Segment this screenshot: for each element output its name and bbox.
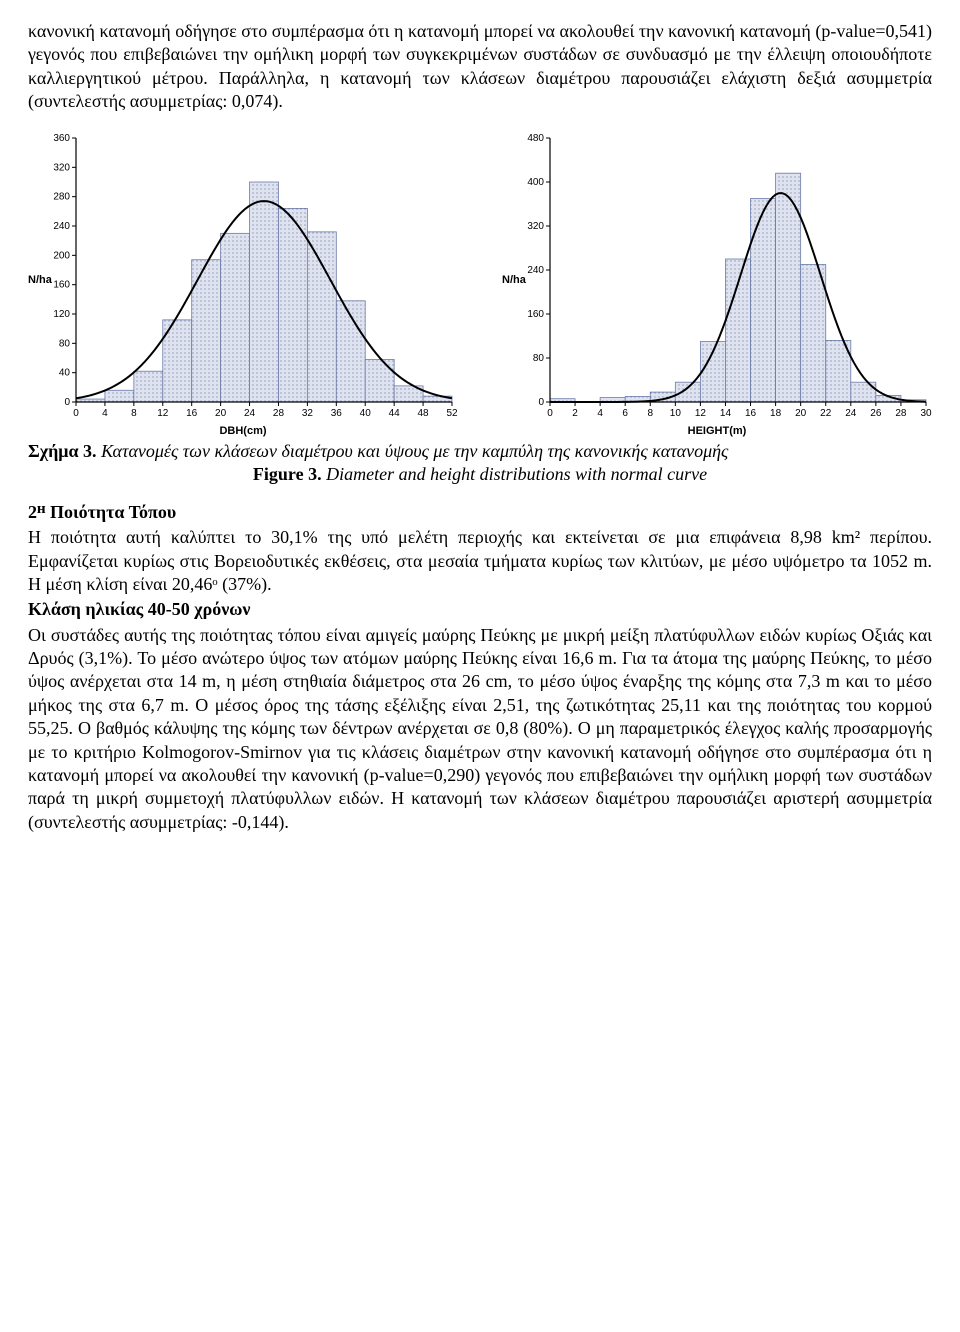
- svg-text:80: 80: [533, 353, 545, 364]
- y-axis-label-right: N/ha: [502, 273, 526, 287]
- svg-text:8: 8: [131, 408, 137, 419]
- figure-3-charts: 0408012016020024028032036004812162024283…: [28, 132, 932, 438]
- svg-text:14: 14: [720, 408, 732, 419]
- height-histogram-svg: 0801602403204004800246810121416182022242…: [502, 132, 932, 432]
- svg-text:480: 480: [527, 133, 544, 144]
- svg-text:18: 18: [770, 408, 782, 419]
- svg-text:4: 4: [597, 408, 603, 419]
- svg-text:22: 22: [820, 408, 832, 419]
- svg-text:4: 4: [102, 408, 108, 419]
- svg-text:8: 8: [647, 408, 653, 419]
- svg-text:20: 20: [795, 408, 807, 419]
- svg-text:320: 320: [53, 162, 70, 173]
- svg-text:40: 40: [360, 408, 372, 419]
- svg-text:12: 12: [157, 408, 169, 419]
- figure-3-caption-english: Figure 3. Diameter and height distributi…: [28, 463, 932, 486]
- svg-text:240: 240: [53, 221, 70, 232]
- svg-text:26: 26: [870, 408, 882, 419]
- svg-text:160: 160: [527, 309, 544, 320]
- intro-paragraph: κανονική κατανομή οδήγησε στο συμπέρασμα…: [28, 20, 932, 114]
- svg-text:24: 24: [845, 408, 857, 419]
- svg-text:36: 36: [331, 408, 343, 419]
- svg-text:28: 28: [895, 408, 907, 419]
- site-quality-2-paragraph: Η ποιότητα αυτή καλύπτει το 30,1% της υπ…: [28, 526, 932, 596]
- svg-text:160: 160: [53, 279, 70, 290]
- svg-text:0: 0: [73, 408, 79, 419]
- svg-text:44: 44: [389, 408, 401, 419]
- age-class-paragraph: Οι συστάδες αυτής της ποιότητας τόπου εί…: [28, 624, 932, 835]
- svg-text:360: 360: [53, 133, 70, 144]
- svg-text:0: 0: [64, 397, 70, 408]
- svg-text:240: 240: [527, 265, 544, 276]
- svg-text:52: 52: [446, 408, 458, 419]
- svg-text:2: 2: [572, 408, 578, 419]
- svg-text:12: 12: [695, 408, 707, 419]
- y-axis-label-left: N/ha: [28, 273, 52, 287]
- dbh-histogram-svg: 0408012016020024028032036004812162024283…: [28, 132, 458, 432]
- figure-3-caption-greek: Σχήμα 3. Κατανομές των κλάσεων διαμέτρου…: [28, 440, 932, 463]
- svg-text:10: 10: [670, 408, 682, 419]
- svg-text:28: 28: [273, 408, 285, 419]
- svg-text:0: 0: [538, 397, 544, 408]
- svg-text:200: 200: [53, 250, 70, 261]
- svg-text:16: 16: [745, 408, 757, 419]
- section-head-site-quality-2: 2ᴴ Ποιότητα Τόπου: [28, 501, 932, 524]
- svg-text:16: 16: [186, 408, 198, 419]
- x-axis-label-right: HEIGHT(m): [502, 424, 932, 438]
- svg-text:320: 320: [527, 221, 544, 232]
- caption-en-text: Diameter and height distributions with n…: [322, 464, 707, 484]
- caption-gr-label: Σχήμα 3.: [28, 441, 97, 461]
- svg-text:30: 30: [920, 408, 932, 419]
- svg-text:80: 80: [59, 338, 71, 349]
- height-histogram: 0801602403204004800246810121416182022242…: [502, 132, 932, 438]
- svg-text:48: 48: [418, 408, 430, 419]
- svg-text:120: 120: [53, 309, 70, 320]
- svg-text:40: 40: [59, 367, 71, 378]
- svg-text:400: 400: [527, 177, 544, 188]
- dbh-histogram: 0408012016020024028032036004812162024283…: [28, 132, 458, 438]
- svg-text:20: 20: [215, 408, 227, 419]
- caption-en-label: Figure 3.: [253, 464, 322, 484]
- svg-text:280: 280: [53, 191, 70, 202]
- svg-text:32: 32: [302, 408, 314, 419]
- svg-text:6: 6: [622, 408, 628, 419]
- caption-gr-text: Κατανομές των κλάσεων διαμέτρου και ύψου…: [97, 441, 729, 461]
- svg-text:24: 24: [244, 408, 256, 419]
- x-axis-label-left: DBH(cm): [28, 424, 458, 438]
- svg-text:0: 0: [547, 408, 553, 419]
- age-class-head: Κλάση ηλικίας 40-50 χρόνων: [28, 598, 932, 621]
